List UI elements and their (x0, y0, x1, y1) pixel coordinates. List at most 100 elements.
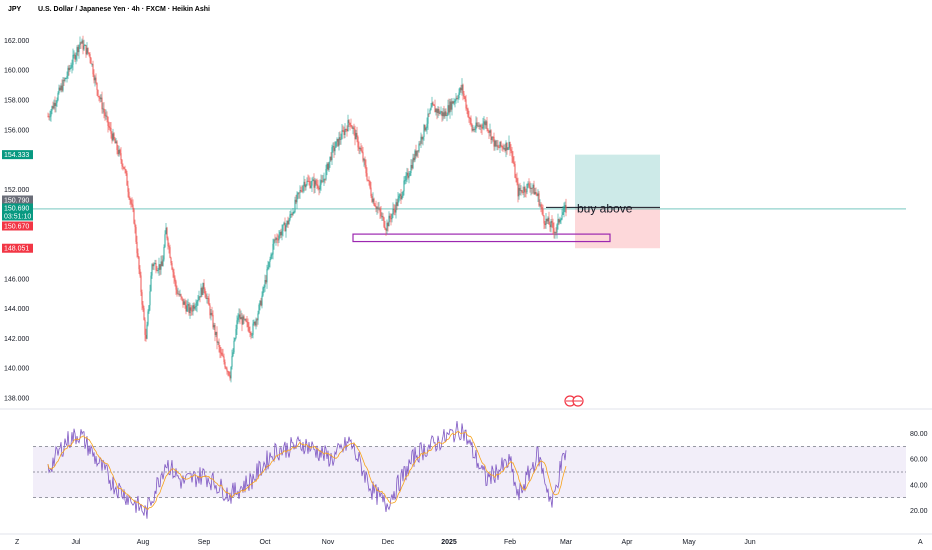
candle-body (163, 246, 165, 260)
candle-body (331, 147, 333, 161)
price-tag (2, 211, 33, 221)
long-position-tool[interactable] (546, 154, 660, 249)
candle-body (181, 296, 183, 299)
candle-body (351, 126, 353, 129)
candle-body (464, 96, 466, 100)
candle-body (439, 112, 441, 114)
candle-body (93, 74, 95, 81)
candle-body (254, 321, 256, 326)
support-zone[interactable] (352, 233, 611, 243)
candle-body (366, 173, 368, 180)
candle-body (394, 209, 396, 213)
candle-body (355, 132, 357, 140)
zoom-icon[interactable]: Z (15, 539, 20, 546)
candle-body (435, 109, 437, 113)
candle-body (168, 246, 170, 248)
rsi-ma-line[interactable] (47, 431, 567, 510)
buy-above-label[interactable]: buy above (577, 201, 633, 215)
candle-body (411, 164, 413, 169)
price-axis[interactable]: 162.000 160.000 158.000 156.000 152.000 146.0… (4, 38, 29, 403)
candle-body (485, 121, 487, 126)
candle-body (388, 215, 390, 227)
price-tick-label: 142.000 (4, 336, 29, 343)
candle-body (276, 238, 278, 240)
candle-body (457, 98, 459, 99)
candle-body (120, 153, 122, 161)
candle-body (145, 334, 147, 339)
target-zone[interactable] (575, 154, 660, 208)
candle-body (184, 301, 186, 306)
price-tick-label: 138.000 (4, 396, 29, 403)
candle-body (119, 149, 121, 154)
candle-body (239, 314, 241, 320)
candle-body (299, 190, 301, 193)
candle-body (84, 45, 86, 46)
candle-body (86, 47, 88, 55)
candle-body (250, 332, 252, 336)
candle-body (306, 180, 308, 185)
candle-body (92, 63, 94, 75)
candle-body (352, 127, 354, 129)
candle-body (110, 127, 112, 134)
candle-body (64, 78, 66, 81)
candle-body (528, 183, 530, 187)
candle-body (476, 122, 478, 127)
candle-body (556, 224, 558, 233)
auto-scale-button[interactable]: A (918, 539, 923, 546)
candle-body (309, 181, 311, 188)
price-tag (2, 195, 33, 205)
candle-body (510, 149, 512, 151)
rsi-pane[interactable] (33, 421, 906, 519)
candle-body (268, 261, 270, 268)
candle-body (67, 67, 69, 77)
candle-body (121, 160, 123, 167)
candle-body (517, 182, 519, 197)
candle-body (410, 164, 412, 173)
candle-body (231, 356, 233, 367)
candle-body (559, 219, 561, 223)
candle-body (270, 254, 272, 260)
time-tick-label: Jun (744, 539, 755, 546)
candle-body (91, 63, 93, 65)
candle-body (358, 147, 360, 150)
candle-body (477, 125, 479, 127)
rsi-tick-label: 40.00 (910, 482, 928, 489)
candle-body (253, 321, 255, 324)
time-tick-label: Apr (622, 539, 634, 546)
candle-body (153, 263, 155, 267)
candle-body (319, 184, 321, 190)
candle-body (444, 111, 446, 117)
candle-body (77, 47, 79, 53)
candle-body (401, 196, 403, 200)
candle-body (361, 150, 363, 153)
candle-body (118, 149, 120, 155)
candle-body (520, 190, 522, 192)
candle-body (332, 146, 334, 148)
candle-body (488, 130, 490, 133)
candle-body (228, 371, 230, 376)
candle-body (59, 87, 61, 91)
candle-body (443, 112, 445, 117)
candle-body (345, 129, 347, 130)
candle-body (236, 320, 238, 330)
candle-body (183, 301, 185, 305)
candle-body (448, 105, 450, 113)
candle-body (483, 121, 485, 125)
candle-body (50, 110, 52, 117)
candle-body (112, 133, 114, 141)
candle-body (126, 173, 128, 186)
economic-event-markers[interactable] (564, 395, 584, 407)
candles[interactable] (47, 35, 567, 383)
candle-body (449, 101, 451, 113)
candle-body (498, 147, 500, 149)
candle-body (492, 136, 494, 138)
candle-body (177, 293, 179, 295)
symbol-label[interactable]: JPY (8, 6, 22, 13)
candle-body (226, 368, 228, 372)
candle-body (532, 184, 534, 189)
time-axis[interactable]: Jul Aug Sep Oct Nov Dec 2025 Feb Mar Apr May Jun (72, 539, 756, 546)
candle-body (175, 281, 177, 290)
candle-body (397, 198, 399, 206)
candle-body (287, 220, 289, 225)
